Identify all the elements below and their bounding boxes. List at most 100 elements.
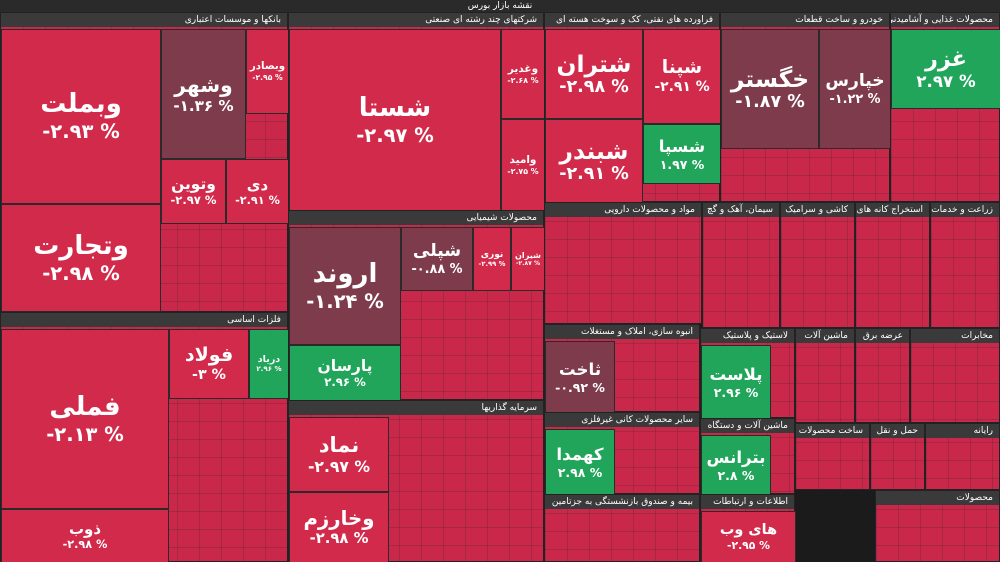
stock-symbol: ذوب (68, 520, 102, 539)
sector-name: سیمان، آهک و گچ (703, 203, 779, 217)
sector-name: اطلاعات و ارتباطات (701, 495, 794, 509)
stock-tile: های وب -۲.۹۵ % (701, 511, 796, 562)
stock-tile: وبصادر -۲.۹۵ % (246, 29, 289, 114)
sector: بیمه و صندوق بازنشستگی به جزتامین (544, 494, 700, 562)
stock-tile: فملی -۲.۱۳ % (1, 329, 169, 509)
stock-change: ۲.۹۷ % (916, 72, 976, 92)
stock-tile: ثاخت -۰.۹۲ % (545, 341, 615, 413)
stock-change: -۲.۹۵ % (726, 539, 771, 553)
sector: فراورده های نفتی، کک و سوخت هسته ای شتران… (544, 12, 721, 203)
stock-symbol: پلاست (709, 364, 763, 384)
stock-change: -۱.۳۶ % (173, 97, 234, 116)
stock-change: -۲.۹۱ % (654, 79, 710, 96)
stock-symbol: وتوین (171, 175, 216, 194)
sector-name: عرضه برق (856, 329, 909, 343)
stock-symbol: شپلی (412, 241, 462, 261)
sector: زراعت و خدمات (930, 202, 1000, 328)
sector-name: مخابرات (911, 329, 999, 343)
sector-name: ماشین آلات و دستگاه (701, 419, 794, 433)
stock-symbol: فملی (49, 391, 121, 422)
stock-symbol: دریاد (257, 354, 281, 365)
stock-symbol: اروند (312, 258, 378, 289)
sector: محصولات (875, 490, 1000, 562)
sector: فلزات اساسی فملی -۲.۱۳ % فولاد -۳ % دریاد ۲.۹۶… (0, 312, 289, 562)
stock-tile: خگستر -۱.۸۷ % (721, 29, 819, 149)
sector: لاستیک و پلاستیک پلاست ۲.۹۶ % (700, 328, 795, 419)
stock-tile: شپلی -۰.۸۸ % (401, 227, 473, 291)
stock-change: ۲.۹۸ % (557, 464, 603, 480)
stock-symbol: غزر (925, 45, 967, 72)
stock-symbol: کهمدا (556, 444, 604, 464)
stock-tile: وغدیر -۲.۶۸ % (501, 29, 545, 119)
sector: سیمان، آهک و گچ (702, 202, 780, 328)
stock-tile: وتجارت -۲.۹۸ % (1, 204, 161, 312)
stock-symbol: نماد (318, 432, 360, 457)
sector: محصولات شیمیایی اروند -۱.۲۴ % شپلی -۰.۸۸ % نو… (288, 210, 545, 401)
sector: بانکها و موسسات اعتباری وبملت -۲.۹۳ % وتجار… (0, 12, 289, 312)
stock-change: -۲.۹۸ % (62, 538, 108, 552)
sector-name: زراعت و خدمات (931, 203, 999, 217)
stock-tile: شبندر -۲.۹۱ % (545, 119, 643, 203)
sector-name: فراورده های نفتی، کک و سوخت هسته ای (545, 13, 719, 27)
stock-change: -۲.۹۱ % (559, 164, 629, 185)
stock-symbol: پارسان (317, 356, 373, 375)
stock-tile: نوری -۲.۹۹ % (473, 227, 511, 291)
stock-tile: شپنا -۲.۹۱ % (643, 29, 721, 124)
sector-name: ماشین آلات (796, 329, 854, 343)
sector-name: بانکها و موسسات اعتباری (1, 13, 287, 27)
stock-change: -۱.۲۲ % (829, 91, 881, 107)
sector-name: فلزات اساسی (1, 313, 287, 327)
stock-symbol: فولاد (184, 344, 234, 367)
stock-change: -۲.۱۳ % (46, 422, 124, 446)
sector-name: استخراج کانه های فلزی (856, 203, 929, 217)
stock-symbol: خپارس (825, 71, 885, 91)
stock-change: -۲.۹۷ % (170, 192, 217, 207)
stock-tile: وامید -۲.۷۵ % (501, 119, 545, 211)
stock-change: -۲.۸۷ % (515, 260, 541, 268)
stock-tile: وبملت -۲.۹۳ % (1, 29, 161, 204)
stock-symbol: نوری (480, 249, 504, 260)
sector-name: بیمه و صندوق بازنشستگی به جزتامین (545, 495, 699, 509)
stock-change: -۲.۷۵ % (507, 166, 539, 176)
sector: شرکتهای چند رشته ای صنعتی شستا -۲.۹۷ % وغدی… (288, 12, 545, 211)
stock-change: -۲.۹۱ % (235, 193, 280, 207)
stock-change: ۲.۹۶ % (324, 375, 366, 390)
sector: ماشین آلات (795, 328, 855, 423)
stock-change: -۱.۸۷ % (735, 92, 805, 113)
sector-name: انبوه سازی، املاک و مستغلات (545, 325, 699, 339)
stock-symbol: دی (246, 175, 269, 194)
stock-tile: شسپا ۱.۹۷ % (643, 124, 721, 184)
stock-tile: فولاد -۳ % (169, 329, 249, 399)
stock-change: -۲.۹۸ % (309, 530, 369, 548)
stock-tile: کهمدا ۲.۹۸ % (545, 429, 615, 495)
stock-symbol: وبملت (40, 89, 122, 120)
sector-name: خودرو و ساخت قطعات (721, 13, 889, 27)
sector: خودرو و ساخت قطعات خگستر -۱.۸۷ % خپارس -۱.۲۲… (720, 12, 891, 202)
sector: مواد و محصولات دارویی (544, 202, 702, 324)
stock-tile: شیران -۲.۸۷ % (511, 227, 545, 291)
sector: استخراج کانه های فلزی (855, 202, 930, 328)
stock-change: -۲.۹۷ % (356, 123, 434, 147)
sector-name: محصولات شیمیایی (289, 211, 543, 225)
sector-name: سایر محصولات کانی غیرفلزی (545, 413, 699, 427)
stock-symbol: وبصادر (249, 60, 286, 72)
sector: حمل و نقل (870, 423, 925, 490)
stock-change: ۲.۸ % (717, 467, 755, 483)
stock-change: -۲.۹۸ % (42, 261, 120, 285)
stock-change: -۳ % (192, 366, 226, 383)
sector: عرضه برق (855, 328, 910, 423)
stock-symbol: وتجارت (33, 230, 129, 261)
stock-change: ۲.۹۶ % (713, 384, 759, 400)
sector: رایانه (925, 423, 1000, 490)
sector-name: مواد و محصولات دارویی (545, 203, 701, 217)
stock-symbol: شتران (556, 49, 632, 78)
sector: سایر محصولات کانی غیرفلزی کهمدا ۲.۹۸ % (544, 412, 700, 495)
stock-change: -۲.۶۸ % (507, 75, 539, 85)
sector: مخابرات (910, 328, 1000, 423)
map-title: نقشه بازار بورس (0, 0, 1000, 12)
stock-tile: شستا -۲.۹۷ % (289, 29, 501, 211)
stock-change: ۱.۹۷ % (659, 156, 705, 172)
stock-symbol: شستا (358, 92, 432, 123)
stock-tile: وتوین -۲.۹۷ % (161, 159, 226, 224)
